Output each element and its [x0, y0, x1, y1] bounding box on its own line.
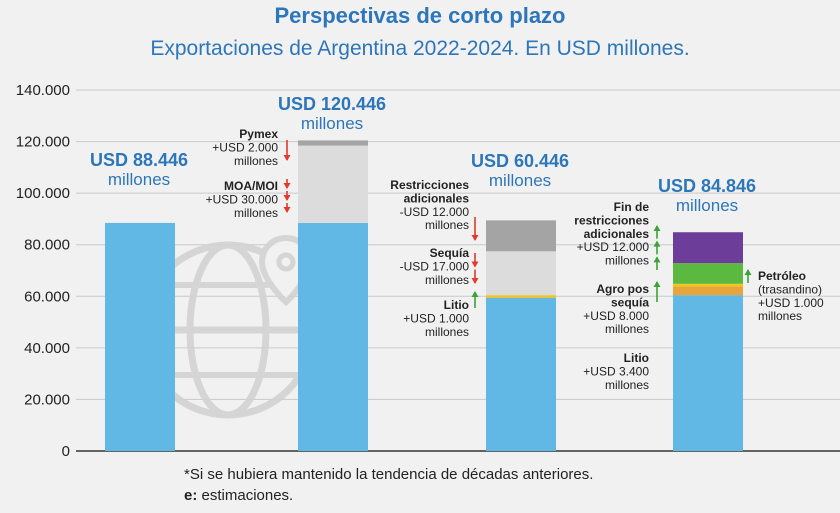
arrow-down-icon [283, 207, 291, 213]
y-tick-label: 60.000 [24, 288, 70, 305]
footnote-e-text: estimaciones. [197, 487, 294, 504]
bar-segment [673, 283, 743, 287]
arrow-up-icon [653, 225, 661, 231]
arrow-down-icon [471, 261, 479, 268]
bar-segment [298, 140, 368, 146]
bar-total-unit: millones [301, 114, 363, 133]
annotation-text: millones [425, 273, 469, 287]
chart-subtitle: Exportaciones de Argentina 2022-2024. En… [150, 37, 690, 60]
annotation-text: -USD 12.000 [400, 205, 470, 219]
annotation-text: millones [234, 154, 278, 168]
arrow-up-icon [471, 291, 479, 297]
annotation-text: +USD 30.000 [206, 192, 279, 206]
annotation-text: millones [425, 325, 469, 339]
footnote-e-key: e: [184, 487, 198, 504]
y-tick-label: 80.000 [24, 237, 70, 254]
annotation-text: -USD 17.000 [400, 259, 470, 273]
bar-1 [105, 222, 175, 451]
bar-total-unit: millones [676, 196, 738, 215]
annotation-text: millones [605, 322, 649, 336]
bar-total-label: USD 60.446 [471, 151, 569, 171]
y-tick-label: 140.000 [16, 82, 70, 99]
arrow-up-icon [744, 269, 752, 275]
annotation-text: +USD 3.400 [583, 364, 649, 378]
footnote: *Si se hubiera mantenido la tendencia de… [184, 466, 594, 483]
bar-total-unit: millones [108, 170, 170, 189]
bar-segment [486, 295, 556, 298]
bars [105, 140, 743, 451]
bar-segment [486, 251, 556, 296]
annotation-text: +USD 2.000 [212, 140, 278, 154]
annotation-text: +USD 12.000 [577, 240, 650, 254]
bar-segment [486, 220, 556, 252]
arrow-down-icon [283, 155, 291, 161]
annotation-title: Petróleo [758, 269, 806, 283]
bar-segment [673, 263, 743, 284]
bar-segment [673, 232, 743, 264]
y-tick-label: 0 [62, 443, 70, 460]
annotation-title: MOA/MOI [224, 179, 278, 193]
annotation-title: Fin de [614, 200, 650, 214]
arrow-up-icon [653, 256, 661, 263]
arrow-down-icon [471, 278, 479, 284]
annotation-text: millones [425, 218, 469, 232]
bar-segment [105, 222, 175, 451]
y-tick-label: 20.000 [24, 391, 70, 408]
arrow-down-icon [283, 183, 291, 189]
y-tick-label: 100.000 [16, 185, 70, 202]
annotation-text: +USD 1.000 [403, 311, 469, 325]
bar-total-unit: millones [489, 171, 551, 190]
annotation-title: Litio [444, 298, 469, 312]
bar-total-label: USD 120.446 [278, 94, 386, 114]
arrow-down-icon [283, 195, 291, 201]
bar-segment [486, 297, 556, 451]
annotation-text: (trasandino) [758, 282, 822, 296]
y-tick-label: 120.000 [16, 134, 70, 151]
annotation-title: Litio [624, 351, 649, 365]
annotation-title: adicionales [404, 191, 470, 205]
annotation-title: Agro pos [596, 282, 649, 296]
arrow-up-icon [653, 281, 661, 287]
footnote-estimations: e: estimaciones. [184, 487, 293, 505]
bar-4 [673, 232, 743, 451]
annotation-title: adicionales [584, 227, 650, 241]
annotation-text: millones [758, 309, 802, 323]
annotation-title: Pymex [239, 127, 278, 141]
annotation-title: sequía [611, 295, 649, 309]
annotation-title: Restricciones [390, 178, 469, 192]
bar-segment [298, 222, 368, 451]
annotation-title: restricciones [574, 213, 649, 227]
bar-total-label: USD 88.446 [90, 150, 188, 170]
annotation-title: Sequía [430, 246, 470, 260]
chart-title: Perspectivas de corto plazo [274, 3, 566, 28]
annotation-text: +USD 8.000 [583, 309, 649, 323]
annotation-text: millones [234, 206, 278, 220]
arrow-down-icon [471, 235, 479, 241]
annotation-text: millones [605, 378, 649, 392]
y-tick-label: 40.000 [24, 340, 70, 357]
bar-2 [298, 140, 368, 451]
bar-segment [673, 295, 743, 451]
arrow-up-icon [653, 240, 661, 247]
y-axis-ticks: 0 20.000 40.000 60.000 80.000 100.000 120.000 1… [16, 82, 70, 460]
bar-segment [298, 145, 368, 223]
annotation-text: +USD 1.000 [758, 296, 824, 310]
bar-segment [673, 286, 743, 296]
annotation-text: millones [605, 254, 649, 268]
bar-total-label: USD 84.846 [658, 176, 756, 196]
bar-3 [486, 220, 556, 451]
